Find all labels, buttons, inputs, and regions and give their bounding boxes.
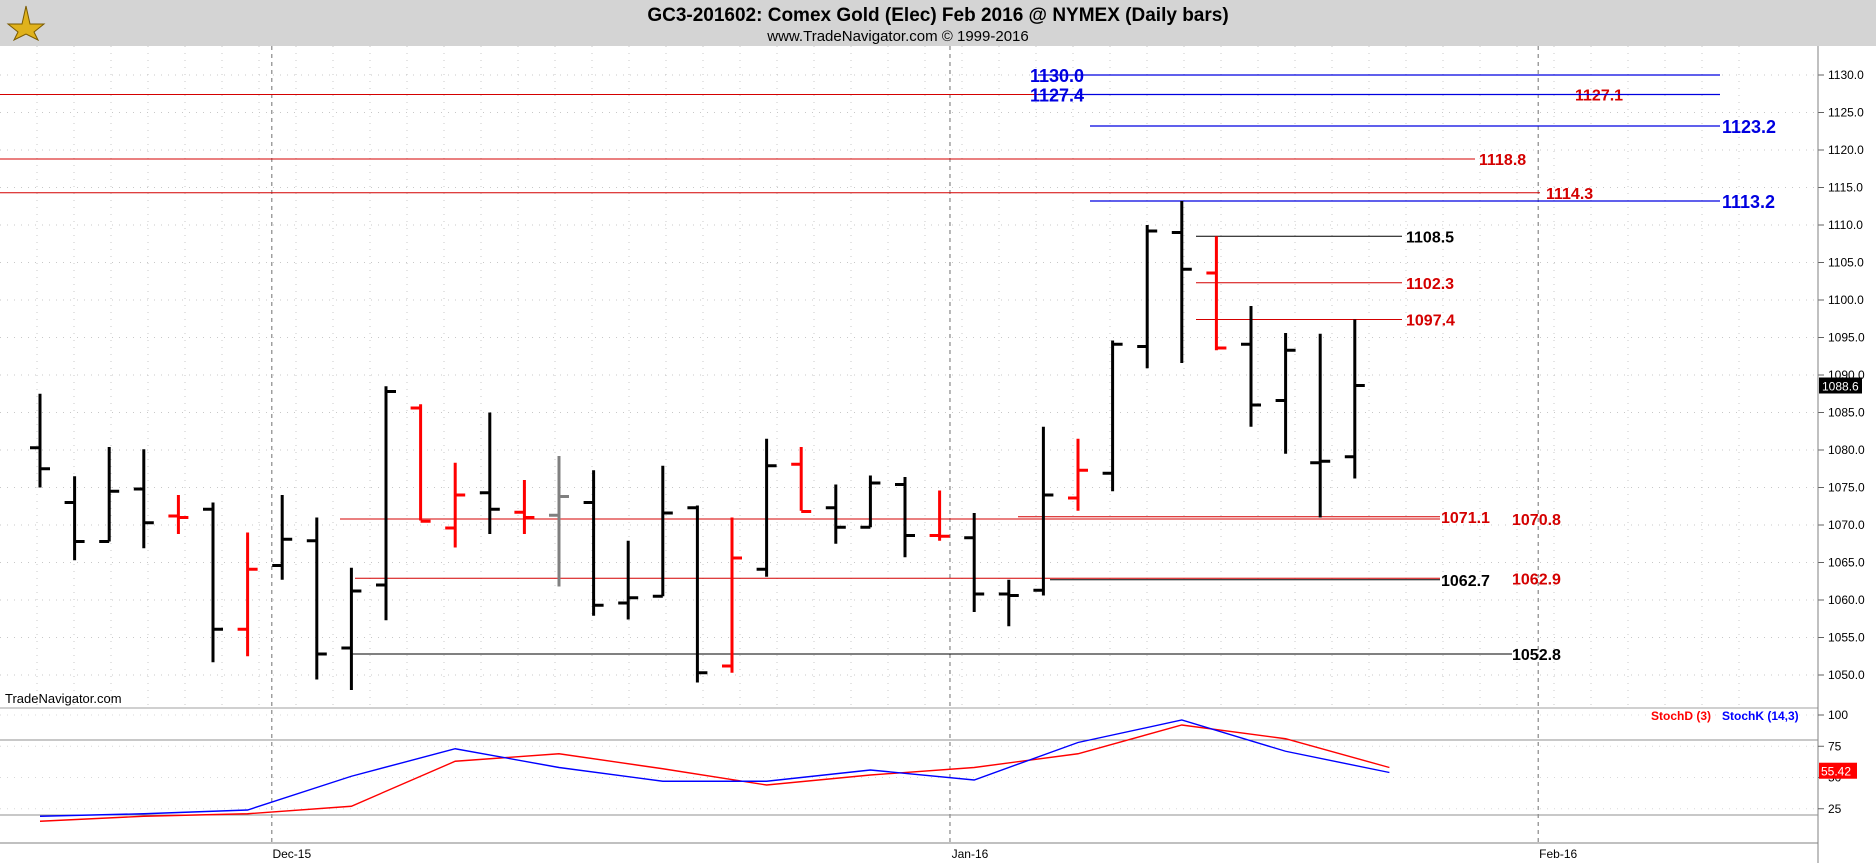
level-label: 1052.8 [1512,647,1561,664]
y-tick-label: 1115.0 [1828,181,1863,195]
legend-stoch-k: StochK (14,3) [1722,709,1799,723]
y-tick-label: 1060.0 [1828,593,1865,607]
x-tick-label: Jan-16 [952,847,989,861]
y-tick-label: 1055.0 [1828,631,1865,645]
header-band [0,0,1876,46]
x-tick-label: Dec-15 [272,847,311,861]
level-label: 1127.4 [1030,86,1084,106]
stoch-last-label: 55.42 [1821,765,1851,779]
level-label: 1070.8 [1512,512,1561,529]
level-label: 1062.9 [1512,571,1561,588]
watermark: TradeNavigator.com [5,691,122,706]
legend-stoch-d: StochD (3) [1651,709,1711,723]
chart-subtitle: www.TradeNavigator.com © 1999-2016 [766,28,1028,45]
last-price-tag [1819,377,1862,394]
price-axis: 1050.0 1055.0 1060.0 1065.0 1070.0 1075.0 1080… [1818,68,1865,682]
level-label: 1102.3 [1406,276,1454,293]
last-price-label: 1088.6 [1822,380,1859,394]
price-bars [30,201,1365,690]
x-tick-label: Feb-16 [1539,847,1577,861]
y-tick-label: 1130.0 [1828,68,1864,82]
stoch-d-line [39,724,1390,822]
level-label: 1127.1 [1575,88,1623,105]
date-axis: Dec-15 Jan-16 Feb-16 [0,842,1818,861]
level-label: 1113.2 [1722,192,1775,212]
y-tick-label: 1075.0 [1828,481,1865,495]
chart-title: GC3-201602: Comex Gold (Elec) Feb 2016 @… [647,5,1228,26]
y-tick-label: 1065.0 [1828,556,1865,570]
level-label: 1062.7 [1441,573,1490,590]
y-tick-label: 1100.0 [1828,293,1864,307]
level-label: 1097.4 [1406,313,1455,330]
level-label: 1123.2 [1722,117,1776,137]
price-grid [0,46,1818,843]
y-tick-label: 1085.0 [1828,406,1865,420]
stoch-last-tag [1819,762,1857,779]
stoch-k-line [39,719,1390,817]
y-tick-label: 1120.0 [1828,143,1864,157]
stoch-y-tick-label: 75 [1828,739,1842,753]
y-tick-label: 1125.0 [1828,106,1864,120]
y-tick-label: 1095.0 [1828,331,1865,345]
level-lines: 1127.1 1118.8 1114.3 1070.8 1071.1 1062.9 1102… [0,66,1776,664]
level-label: 1130.0 [1030,66,1084,86]
stoch-axis: 25507510055.42 [1818,708,1857,816]
y-tick-label: 1080.0 [1828,443,1865,457]
stoch-legend: StochD (3) StochK (14,3) [1651,709,1799,723]
stoch-grid [0,714,1818,816]
y-tick-label: 1110.0 [1828,218,1863,232]
level-label: 1071.1 [1441,510,1490,527]
y-tick-label: 1050.0 [1828,668,1865,682]
stoch-y-tick-label: 25 [1828,802,1842,816]
y-tick-label: 1070.0 [1828,518,1865,532]
logo-icon [6,5,46,42]
level-label: 1114.3 [1546,186,1593,203]
stoch-lines [39,719,1390,822]
level-label: 1108.5 [1406,229,1454,246]
y-tick-label: 1105.0 [1828,256,1864,270]
stoch-y-tick-label: 100 [1828,708,1848,722]
level-label: 1118.8 [1479,152,1526,169]
